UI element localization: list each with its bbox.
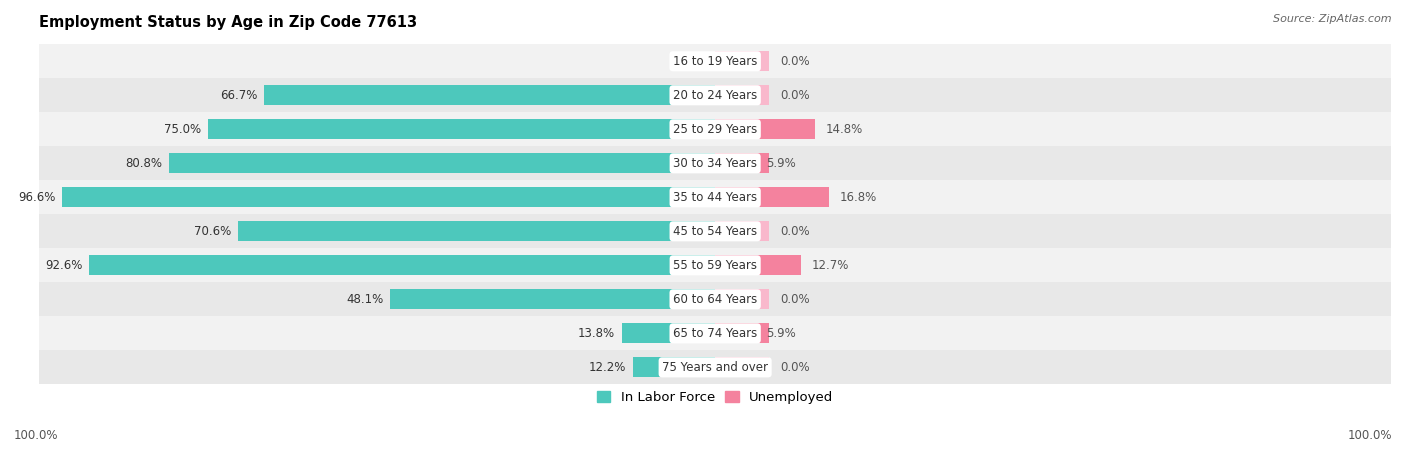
Text: 5.9%: 5.9%: [766, 157, 796, 170]
Bar: [39, 350, 1391, 384]
Text: 45 to 54 Years: 45 to 54 Years: [673, 225, 758, 238]
Bar: [716, 153, 769, 173]
Bar: [389, 290, 716, 309]
Text: 0.0%: 0.0%: [780, 55, 810, 68]
Bar: [39, 44, 1391, 78]
Text: Source: ZipAtlas.com: Source: ZipAtlas.com: [1274, 14, 1392, 23]
Text: 70.6%: 70.6%: [194, 225, 231, 238]
Text: 35 to 44 Years: 35 to 44 Years: [673, 191, 758, 204]
Bar: [716, 290, 769, 309]
Text: 12.2%: 12.2%: [589, 361, 626, 374]
Bar: [39, 180, 1391, 214]
Bar: [716, 51, 769, 71]
Text: 30 to 34 Years: 30 to 34 Years: [673, 157, 758, 170]
Text: 92.6%: 92.6%: [45, 259, 83, 272]
Bar: [39, 78, 1391, 112]
Bar: [62, 188, 716, 207]
Bar: [716, 358, 769, 377]
Text: 16.8%: 16.8%: [839, 191, 877, 204]
Bar: [39, 249, 1391, 282]
Bar: [716, 120, 815, 139]
Bar: [716, 85, 769, 105]
Text: 5.9%: 5.9%: [766, 327, 796, 340]
Bar: [716, 221, 769, 241]
Text: 0.0%: 0.0%: [780, 225, 810, 238]
Text: 20 to 24 Years: 20 to 24 Years: [673, 89, 758, 102]
Text: 65 to 74 Years: 65 to 74 Years: [673, 327, 758, 340]
Bar: [39, 146, 1391, 180]
Text: 80.8%: 80.8%: [125, 157, 162, 170]
Bar: [716, 188, 828, 207]
Text: 96.6%: 96.6%: [18, 191, 55, 204]
Bar: [716, 323, 769, 343]
Text: 0.0%: 0.0%: [679, 55, 709, 68]
Bar: [90, 255, 716, 275]
Text: 13.8%: 13.8%: [578, 327, 614, 340]
Text: 100.0%: 100.0%: [14, 429, 59, 442]
Text: 0.0%: 0.0%: [780, 361, 810, 374]
Text: 25 to 29 Years: 25 to 29 Years: [673, 123, 758, 136]
Bar: [238, 221, 716, 241]
Bar: [633, 358, 716, 377]
Bar: [39, 282, 1391, 316]
Bar: [208, 120, 716, 139]
Bar: [39, 112, 1391, 146]
Text: 48.1%: 48.1%: [346, 293, 384, 306]
Text: 0.0%: 0.0%: [780, 293, 810, 306]
Text: 16 to 19 Years: 16 to 19 Years: [673, 55, 758, 68]
Text: 60 to 64 Years: 60 to 64 Years: [673, 293, 758, 306]
Text: 75 Years and over: 75 Years and over: [662, 361, 768, 374]
Text: 0.0%: 0.0%: [780, 89, 810, 102]
Bar: [621, 323, 716, 343]
Bar: [39, 214, 1391, 249]
Legend: In Labor Force, Unemployed: In Labor Force, Unemployed: [592, 385, 839, 409]
Bar: [169, 153, 716, 173]
Text: 66.7%: 66.7%: [221, 89, 257, 102]
Text: 55 to 59 Years: 55 to 59 Years: [673, 259, 758, 272]
Text: Employment Status by Age in Zip Code 77613: Employment Status by Age in Zip Code 776…: [39, 15, 418, 30]
Text: 12.7%: 12.7%: [811, 259, 849, 272]
Text: 14.8%: 14.8%: [825, 123, 863, 136]
Bar: [716, 255, 801, 275]
Bar: [264, 85, 716, 105]
Bar: [39, 316, 1391, 350]
Text: 100.0%: 100.0%: [1347, 429, 1392, 442]
Text: 75.0%: 75.0%: [165, 123, 201, 136]
